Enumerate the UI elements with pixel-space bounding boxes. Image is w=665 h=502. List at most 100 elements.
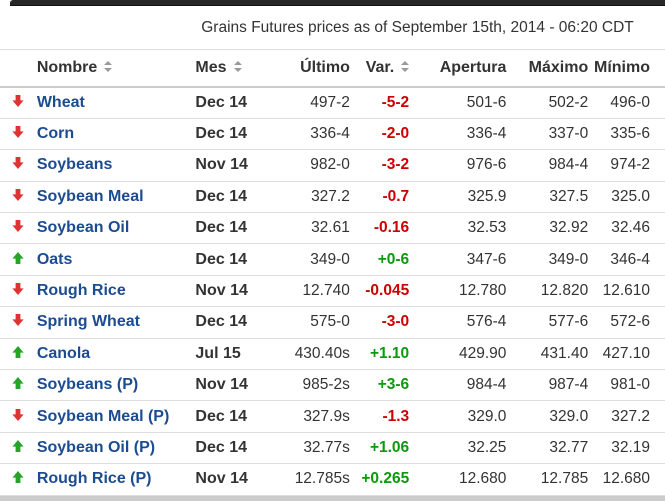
commodity-name-cell: Wheat xyxy=(36,87,196,119)
contract-month: Dec 14 xyxy=(195,243,273,276)
change-value: +3-6 xyxy=(349,369,410,402)
column-header-maximo: Máximo xyxy=(506,50,589,88)
direction-cell xyxy=(0,432,37,465)
commodity-link[interactable]: Soybean Meal xyxy=(36,187,144,205)
column-header-ultimo: Último xyxy=(272,50,350,88)
commodity-link[interactable]: Spring Wheat xyxy=(36,313,140,331)
high-price: 337-0 xyxy=(506,118,589,151)
last-price: 982-0 xyxy=(272,149,350,182)
open-price: 32.25 xyxy=(409,432,507,465)
high-price: 327.5 xyxy=(506,181,589,214)
commodity-link[interactable]: Rough Rice xyxy=(36,282,126,300)
change-value: +0.265 xyxy=(349,463,410,496)
low-price: 974-2 xyxy=(588,149,665,182)
table-row: Soybeans (P) Nov 14 985-2s +3-6 984-4 98… xyxy=(0,369,665,402)
column-header-var[interactable]: Var. xyxy=(349,50,410,88)
last-price: 430.40s xyxy=(272,338,350,371)
table-row: Soybeans Nov 14 982-0 -3-2 976-6 984-4 9… xyxy=(0,149,665,182)
commodity-link[interactable]: Soybean Oil xyxy=(36,219,130,237)
high-price: 329.0 xyxy=(506,400,589,433)
commodity-link[interactable]: Soybeans (P) xyxy=(36,376,139,394)
header-row: Nombre Mes Último Var. Apertura Máximo M… xyxy=(0,50,665,88)
high-price: 984-4 xyxy=(506,149,589,182)
open-price: 336-4 xyxy=(409,118,507,151)
open-price: 32.53 xyxy=(409,212,507,245)
contract-month: Nov 14 xyxy=(195,149,273,182)
contract-month: Dec 14 xyxy=(195,87,273,119)
direction-cell xyxy=(0,243,37,276)
high-price: 12.785 xyxy=(506,463,589,496)
contract-month: Nov 14 xyxy=(195,275,273,308)
contract-month: Nov 14 xyxy=(195,369,273,402)
commodity-name-cell: Canola xyxy=(36,338,196,371)
last-price: 497-2 xyxy=(272,87,350,119)
low-price: 572-6 xyxy=(588,306,665,339)
commodity-name-cell: Oats xyxy=(36,243,196,276)
table-row: Soybean Meal (P) Dec 14 327.9s -1.3 329.… xyxy=(0,400,665,433)
direction-column-header xyxy=(0,50,37,88)
change-value: +0-6 xyxy=(349,243,410,276)
last-price: 32.61 xyxy=(272,212,350,245)
low-price: 12.610 xyxy=(588,275,665,308)
open-price: 12.680 xyxy=(409,463,507,496)
high-price: 349-0 xyxy=(506,243,589,276)
last-price: 12.740 xyxy=(272,275,350,308)
commodity-name-cell: Soybeans xyxy=(36,149,196,182)
commodity-link[interactable]: Canola xyxy=(36,344,91,362)
sort-icon[interactable] xyxy=(401,61,410,73)
column-header-nombre[interactable]: Nombre xyxy=(36,50,196,88)
contract-month: Dec 14 xyxy=(195,306,273,339)
down-arrow-icon xyxy=(12,188,25,201)
last-price: 575-0 xyxy=(272,306,350,339)
down-arrow-icon xyxy=(12,126,25,139)
column-header-mes[interactable]: Mes xyxy=(195,50,273,88)
last-price: 12.785s xyxy=(272,463,350,496)
commodity-link[interactable]: Rough Rice (P) xyxy=(36,470,152,488)
direction-cell xyxy=(0,181,37,214)
table-row: Spring Wheat Dec 14 575-0 -3-0 576-4 577… xyxy=(0,306,665,339)
commodity-link[interactable]: Soybean Meal (P) xyxy=(36,407,170,425)
commodity-name-cell: Soybean Meal (P) xyxy=(36,400,196,433)
open-price: 329.0 xyxy=(409,400,507,433)
open-price: 501-6 xyxy=(409,87,507,119)
high-price: 502-2 xyxy=(506,87,589,119)
open-price: 984-4 xyxy=(409,369,507,402)
open-price: 576-4 xyxy=(409,306,507,339)
sort-icon[interactable] xyxy=(104,61,113,73)
column-header-apertura: Apertura xyxy=(409,50,507,88)
commodity-link[interactable]: Oats xyxy=(36,250,73,268)
down-arrow-icon xyxy=(12,157,25,170)
contract-month: Dec 14 xyxy=(195,400,273,433)
high-price: 987-4 xyxy=(506,369,589,402)
change-value: -3-2 xyxy=(349,149,410,182)
sort-icon[interactable] xyxy=(233,61,242,73)
direction-cell xyxy=(0,463,37,496)
change-value: -0.7 xyxy=(349,181,410,214)
last-price: 336-4 xyxy=(272,118,350,151)
low-price: 327.2 xyxy=(588,400,665,433)
last-price: 985-2s xyxy=(272,369,350,402)
commodity-name-cell: Soybean Meal xyxy=(36,181,196,214)
table-row: Rough Rice (P) Nov 14 12.785s +0.265 12.… xyxy=(0,463,665,496)
low-price: 32.46 xyxy=(588,212,665,245)
commodity-link[interactable]: Soybean Oil (P) xyxy=(36,438,156,456)
direction-cell xyxy=(0,212,37,245)
change-value: -0.16 xyxy=(349,212,410,245)
commodity-name-cell: Soybean Oil xyxy=(36,212,196,245)
change-value: -2-0 xyxy=(349,118,410,151)
table-row: Oats Dec 14 349-0 +0-6 347-6 349-0 346-4 xyxy=(0,243,665,276)
commodity-link[interactable]: Wheat xyxy=(36,93,85,111)
table-row: Wheat Dec 14 497-2 -5-2 501-6 502-2 496-… xyxy=(0,87,665,119)
last-price: 327.2 xyxy=(272,181,350,214)
direction-cell xyxy=(0,118,37,151)
low-price: 427.10 xyxy=(588,338,665,371)
window-top-bar xyxy=(10,0,665,6)
low-price: 325.0 xyxy=(588,181,665,214)
commodity-link[interactable]: Corn xyxy=(36,125,75,143)
high-price: 12.820 xyxy=(506,275,589,308)
high-price: 577-6 xyxy=(506,306,589,339)
table-row: Soybean Oil Dec 14 32.61 -0.16 32.53 32.… xyxy=(0,212,665,245)
commodity-link[interactable]: Soybeans xyxy=(36,156,113,174)
table-row: Soybean Oil (P) Dec 14 32.77s +1.06 32.2… xyxy=(0,432,665,465)
